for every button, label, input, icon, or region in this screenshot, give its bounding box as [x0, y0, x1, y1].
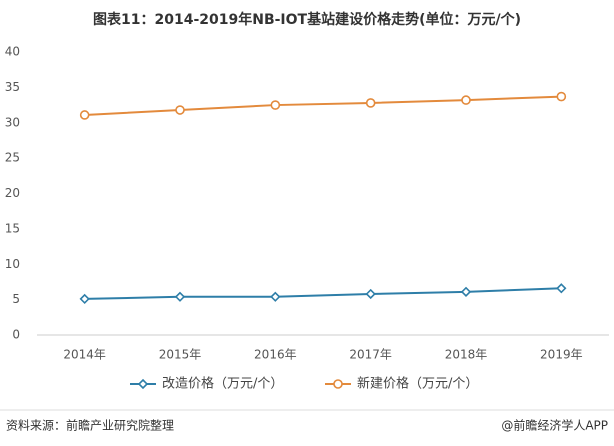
x-tick-label: 2017年 [349, 348, 392, 362]
marker [79, 293, 90, 305]
x-tick-label: 2014年 [63, 348, 106, 362]
marker [365, 98, 376, 108]
marker [79, 110, 90, 120]
marker [270, 100, 281, 110]
chart-title: 图表11：2014-2019年NB-IOT基站建设价格走势(单位：万元/个) [93, 11, 521, 28]
marker [175, 105, 185, 115]
y-tick-label: 20 [5, 186, 20, 200]
marker [270, 291, 281, 302]
y-tick-label: 10 [5, 257, 20, 271]
x-tick-label: 2018年 [445, 348, 488, 362]
source: 资料来源：前瞻产业研究院整理 [6, 418, 174, 433]
legend-marker [137, 378, 149, 390]
marker [556, 91, 567, 102]
legend-label: 改造价格（万元/个） [162, 376, 283, 392]
marker [461, 95, 471, 105]
series-line [84, 287, 562, 300]
y-tick-label: 0 [12, 328, 20, 342]
y-tick-label: 25 [5, 151, 20, 165]
y-tick-label: 30 [5, 115, 20, 129]
series-line [84, 95, 562, 116]
marker [365, 288, 376, 300]
marker [460, 286, 472, 297]
y-tick-label: 15 [5, 221, 20, 235]
credit: @前瞻经济学人APP [501, 418, 608, 433]
y-tick-label: 35 [5, 80, 20, 94]
marker [556, 283, 567, 294]
marker [174, 291, 186, 302]
legend-label: 新建价格（万元/个） [357, 376, 478, 392]
y-tick-label: 5 [12, 292, 20, 306]
y-tick-label: 40 [5, 45, 20, 59]
x-tick-label: 2019年 [540, 348, 583, 362]
x-tick-label: 2015年 [159, 348, 202, 362]
legend-marker [333, 379, 343, 389]
x-tick-label: 2016年 [254, 348, 297, 362]
